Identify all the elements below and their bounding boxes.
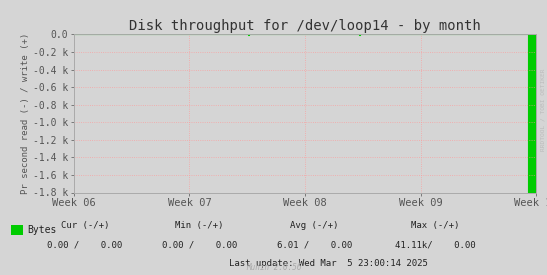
Text: RRDTOOL / TOBI OETIKER: RRDTOOL / TOBI OETIKER: [541, 69, 546, 151]
Text: Cur (-/+): Cur (-/+): [61, 221, 109, 230]
Text: 6.01 /    0.00: 6.01 / 0.00: [277, 240, 352, 249]
Title: Disk throughput for /dev/loop14 - by month: Disk throughput for /dev/loop14 - by mon…: [129, 19, 481, 33]
Text: Bytes: Bytes: [27, 225, 57, 235]
Text: 0.00 /    0.00: 0.00 / 0.00: [47, 240, 123, 249]
Text: Avg (-/+): Avg (-/+): [290, 221, 339, 230]
Text: 41.11k/    0.00: 41.11k/ 0.00: [394, 240, 475, 249]
Text: Min (-/+): Min (-/+): [176, 221, 224, 230]
Text: Last update: Wed Mar  5 23:00:14 2025: Last update: Wed Mar 5 23:00:14 2025: [229, 258, 428, 268]
Text: Max (-/+): Max (-/+): [411, 221, 459, 230]
Text: 0.00 /    0.00: 0.00 / 0.00: [162, 240, 237, 249]
Text: Munin 2.0.56: Munin 2.0.56: [246, 263, 301, 272]
Y-axis label: Pr second read (-) / write (+): Pr second read (-) / write (+): [21, 33, 30, 194]
